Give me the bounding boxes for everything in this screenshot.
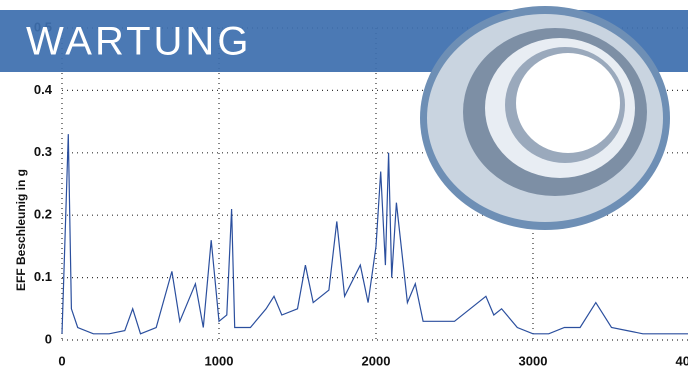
x-tick-label: 3000 [519, 353, 548, 368]
y-axis-label: EFF Beschleunig in g [14, 169, 28, 291]
x-tick-label: 1000 [205, 353, 234, 368]
banner-title: WARTUNG [26, 20, 251, 64]
y-tick-label: 0.1 [34, 269, 52, 284]
y-tick-label: 0 [45, 331, 52, 346]
x-tick-label: 0 [58, 353, 65, 368]
y-tick-label: 0.4 [34, 82, 53, 97]
x-tick-label: 4000 [676, 353, 688, 368]
spectrum-line [61, 134, 688, 335]
y-tick-label: 0.3 [34, 144, 52, 159]
bearing-image [420, 6, 670, 230]
y-tick-label: 0.2 [34, 207, 52, 222]
x-tick-label: 2000 [362, 353, 391, 368]
